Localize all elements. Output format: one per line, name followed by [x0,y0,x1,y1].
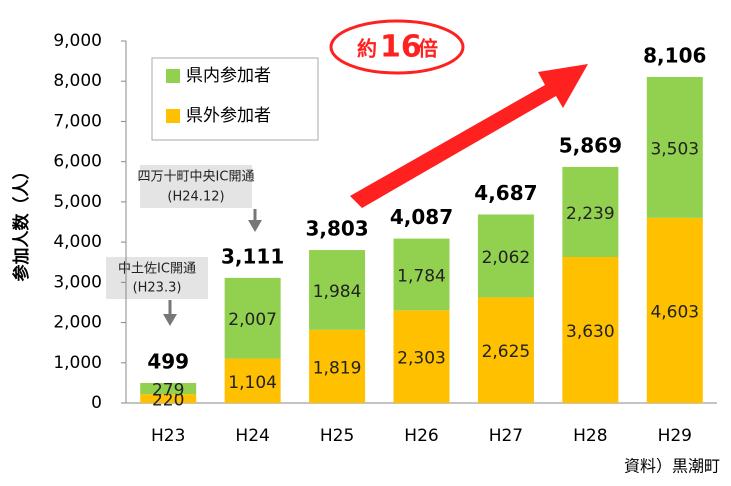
bar-segment [224,277,281,359]
data-label: 1,984 [313,282,362,302]
callout-text: 中土佐IC開通 [118,262,196,277]
y-tick-label: 7,000 [53,111,102,131]
bar-segment [477,214,534,298]
bar-segment [224,358,281,403]
data-label: 2,303 [397,349,446,369]
y-tick-label: 0 [91,393,102,413]
total-label: 499 [147,349,189,373]
bar-segment [646,217,703,403]
total-label: 4,087 [390,205,453,229]
y-tick-label: 5,000 [53,192,102,212]
total-label: 3,111 [221,244,284,268]
bar-segment [393,310,450,403]
y-tick-label: 4,000 [53,232,102,252]
y-tick-label: 3,000 [53,272,102,292]
data-label: 4,603 [650,302,699,322]
x-tick-label: H26 [404,426,438,446]
callout-box [140,165,252,208]
legend-swatch [166,109,180,123]
bar-segment [309,250,366,330]
data-label: 3,630 [566,322,615,342]
bar-segment [140,382,197,395]
data-label: 2,007 [228,310,277,330]
data-label: 1,104 [228,373,277,393]
bar-segment [562,256,619,403]
legend-label: 県内参加者 [186,66,271,86]
y-tick-label: 2,000 [53,313,102,333]
bar-segment [309,329,366,403]
callout-box [106,257,208,299]
data-label: 1,784 [397,266,446,286]
y-tick-label: 8,000 [53,71,102,91]
legend-swatch [166,69,180,83]
badge-text: 倍 [418,37,438,61]
data-label: 2,625 [482,342,531,362]
callout-text: (H24.12) [167,190,224,205]
bar-segment [140,394,197,403]
data-label: 220 [152,391,184,411]
bar-segment [646,76,703,218]
data-label: 3,503 [650,139,699,159]
legend-label: 県外参加者 [186,106,271,126]
x-tick-label: H25 [320,426,354,446]
data-label: 2,239 [566,204,615,224]
y-tick-label: 1,000 [53,353,102,373]
total-label: 8,106 [643,43,706,67]
bar-segment [562,166,619,257]
y-tick-label: 9,000 [53,31,102,51]
x-tick-label: H23 [151,426,185,446]
badge-number: 16 [380,30,422,65]
badge-text: 約 [357,37,377,61]
source: 資料）黒潮町 [624,457,720,476]
growth-arrow [350,64,588,208]
callout-text: 四万十町中央IC開通 [138,170,255,185]
data-label: 2,062 [482,248,531,268]
x-tick-label: H24 [235,426,269,446]
data-label: 1,819 [313,358,362,378]
callout-arrow [248,220,262,232]
total-label: 5,869 [559,133,622,157]
callout-text: (H23.3) [133,281,182,296]
badge [329,19,465,75]
x-tick-label: H29 [658,426,692,446]
total-label: 3,803 [305,217,368,241]
bar-segment [393,238,450,311]
y-tick-label: 6,000 [53,152,102,172]
x-tick-label: H28 [573,426,607,446]
total-label: 4,687 [474,181,537,205]
callout-arrow [163,314,177,326]
x-tick-label: H27 [489,426,523,446]
data-label: 279 [152,381,184,401]
bar-segment [477,297,534,403]
y-axis-label: 参加人数（人） [11,163,32,282]
